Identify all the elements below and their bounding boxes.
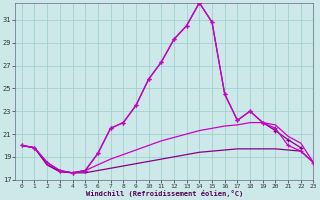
X-axis label: Windchill (Refroidissement éolien,°C): Windchill (Refroidissement éolien,°C) — [86, 190, 243, 197]
